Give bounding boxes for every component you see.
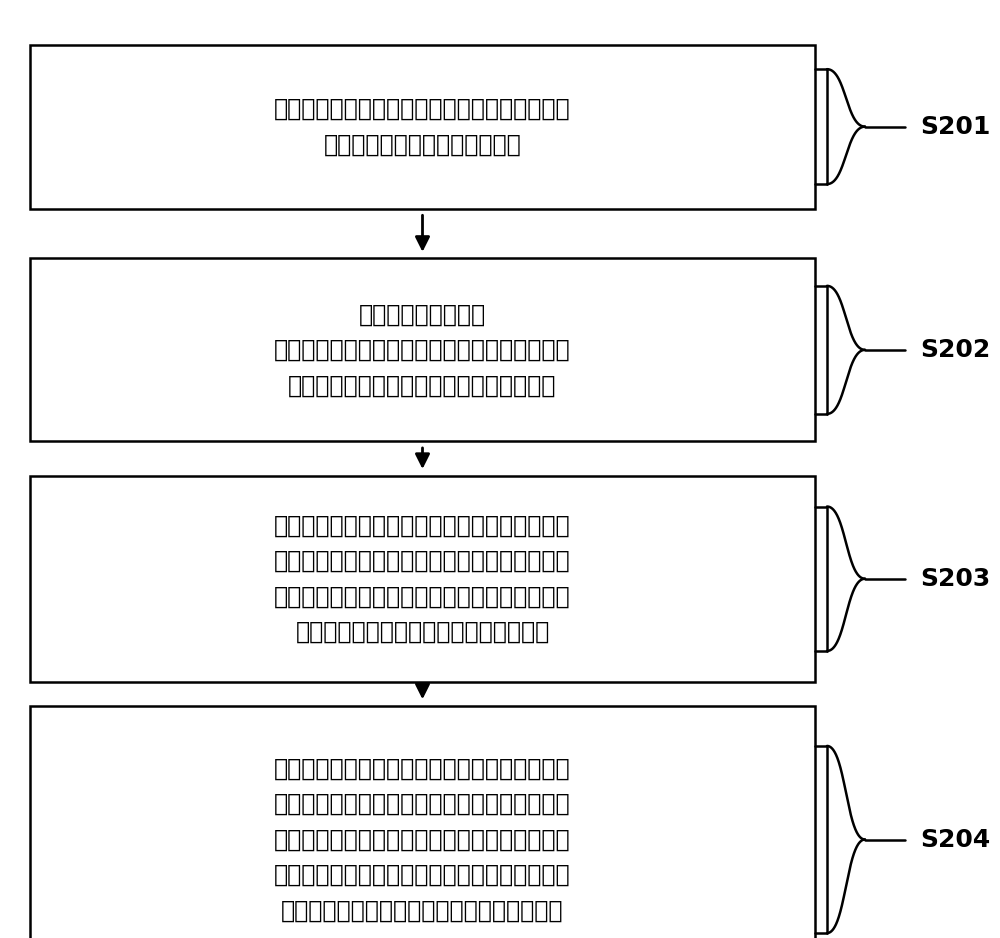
Text: S201: S201 (920, 114, 990, 139)
Text: S203: S203 (920, 567, 990, 591)
Text: 前置推力油缸装置及后置拉力油缸装置推动或拉
动第一转轴组件沿相同方向转动: 前置推力油缸装置及后置拉力油缸装置推动或拉 动第一转轴组件沿相同方向转动 (274, 97, 571, 157)
FancyBboxPatch shape (30, 259, 815, 442)
Text: 两侧工作台上的第一
转轴组件之间通过中间连杆装置、侧边连杆装置
连接，第一转轴组件转动并带动导轨座升起: 两侧工作台上的第一 转轴组件之间通过中间连杆装置、侧边连杆装置 连接，第一转轴组… (274, 302, 571, 398)
FancyBboxPatch shape (30, 706, 815, 938)
FancyBboxPatch shape (30, 45, 815, 209)
Text: 导轨座的下导轨上升至与指定位置平齐后，链轮
传动组件将下导轨上的移动加工平台牵引至指定
位置进行加工，同时另一移动加工平台上升到导
向机构限定的位置并进入上导轨: 导轨座的下导轨上升至与指定位置平齐后，链轮 传动组件将下导轨上的移动加工平台牵引… (274, 514, 571, 643)
Text: 指定位置的移动工作台加工完成后退回下导轨处
，前置推力油缸装置及后置拉力油缸装置驱动导
轨座下降至上导轨与指定位置平齐，链轮传动组
件将上导轨的移动加工平台牵引: 指定位置的移动工作台加工完成后退回下导轨处 ，前置推力油缸装置及后置拉力油缸装置… (274, 757, 571, 922)
Text: S202: S202 (920, 338, 990, 362)
Text: S204: S204 (920, 827, 990, 852)
FancyBboxPatch shape (30, 476, 815, 682)
